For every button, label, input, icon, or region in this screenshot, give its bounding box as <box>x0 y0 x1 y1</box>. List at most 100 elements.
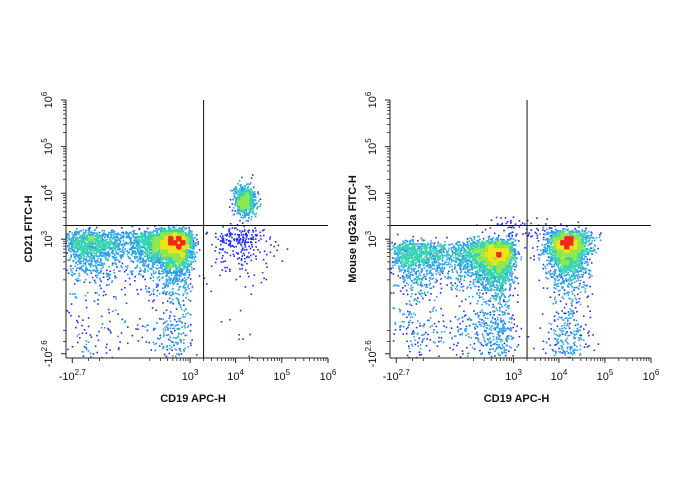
event-dot <box>157 254 160 257</box>
event-dot <box>165 269 168 272</box>
event-dot <box>101 229 104 232</box>
event-dot <box>179 317 182 320</box>
event-dot <box>164 249 166 252</box>
event-dot <box>155 234 158 236</box>
event-dot <box>100 264 102 267</box>
event-dot <box>233 239 236 242</box>
event-dot <box>177 270 179 273</box>
event-dot <box>166 258 168 260</box>
event-dot <box>160 245 162 247</box>
event-dot <box>237 198 239 201</box>
event-dot <box>187 312 189 314</box>
event-dot <box>173 344 175 347</box>
event-dot <box>176 343 179 345</box>
event-dot <box>141 246 143 248</box>
event-dot <box>161 259 163 261</box>
event-dot <box>172 270 175 272</box>
event-dot <box>73 254 75 256</box>
event-dot <box>250 202 252 205</box>
event-dot <box>252 201 255 204</box>
event-dot <box>98 231 101 234</box>
event-dot <box>177 266 179 269</box>
event-dot <box>93 255 95 257</box>
event-dot <box>105 241 108 244</box>
event-dot <box>72 249 74 251</box>
event-dot <box>85 348 88 351</box>
event-dot <box>152 272 155 274</box>
event-dot <box>260 281 263 284</box>
event-dot <box>250 192 253 195</box>
event-dot <box>246 187 249 190</box>
event-dot <box>107 234 110 236</box>
event-dot <box>109 254 111 256</box>
event-dot <box>180 255 183 257</box>
event-dot <box>108 236 111 239</box>
event-dot <box>174 337 177 339</box>
event-dot <box>96 270 99 272</box>
event-dot <box>167 250 169 253</box>
event-dot <box>179 306 182 308</box>
event-dot <box>88 237 90 240</box>
event-dot <box>171 226 174 229</box>
event-dot <box>115 262 117 265</box>
event-dot <box>116 237 119 239</box>
event-dot <box>254 233 257 236</box>
event-dot <box>241 211 244 213</box>
event-dot <box>164 266 166 269</box>
event-dot <box>252 194 254 196</box>
event-dot <box>83 233 85 236</box>
event-dot <box>142 257 144 260</box>
event-dot <box>247 183 249 185</box>
event-dot <box>169 259 171 261</box>
event-dot <box>175 308 178 310</box>
event-dot <box>110 332 112 334</box>
event-dot <box>156 244 159 247</box>
event-dot <box>165 273 168 276</box>
event-dot <box>75 297 77 299</box>
event-dot <box>277 244 280 247</box>
event-dot <box>170 265 173 267</box>
event-dot <box>180 232 182 235</box>
event-dot <box>222 260 225 263</box>
event-dot <box>248 216 250 219</box>
event-dot <box>183 342 185 344</box>
event-dot <box>69 250 72 253</box>
event-dot <box>99 258 102 260</box>
event-dot <box>126 232 129 234</box>
event-dot <box>110 233 112 236</box>
event-dot <box>143 241 145 243</box>
event-dot <box>245 212 248 214</box>
event-dot <box>236 237 238 240</box>
event-dot <box>87 269 89 272</box>
event-dot <box>72 241 75 244</box>
event-dot <box>153 258 155 261</box>
event-dot <box>155 309 158 311</box>
event-dot <box>125 269 128 271</box>
event-dot <box>232 214 235 216</box>
event-dot <box>162 331 165 333</box>
event-dot <box>185 263 188 265</box>
event-dot <box>86 243 88 245</box>
event-dot <box>191 247 194 250</box>
event-dot <box>115 243 117 245</box>
event-dot <box>251 208 253 211</box>
event-dot <box>76 228 78 230</box>
event-dot <box>99 254 101 257</box>
event-dot <box>88 245 90 247</box>
event-dot <box>94 292 97 294</box>
event-dot <box>74 255 77 258</box>
event-dot <box>114 277 116 280</box>
event-dot <box>95 247 97 249</box>
event-dot <box>236 212 238 215</box>
event-dot <box>107 233 110 235</box>
event-dot <box>135 244 138 247</box>
event-dot <box>178 228 181 230</box>
event-dot <box>247 199 249 202</box>
event-dot <box>158 247 160 250</box>
event-dot <box>242 238 245 241</box>
event-dot <box>151 238 153 240</box>
event-dot <box>166 251 168 254</box>
event-dot <box>76 249 79 251</box>
event-dot <box>173 255 175 258</box>
event-dot <box>184 258 186 261</box>
